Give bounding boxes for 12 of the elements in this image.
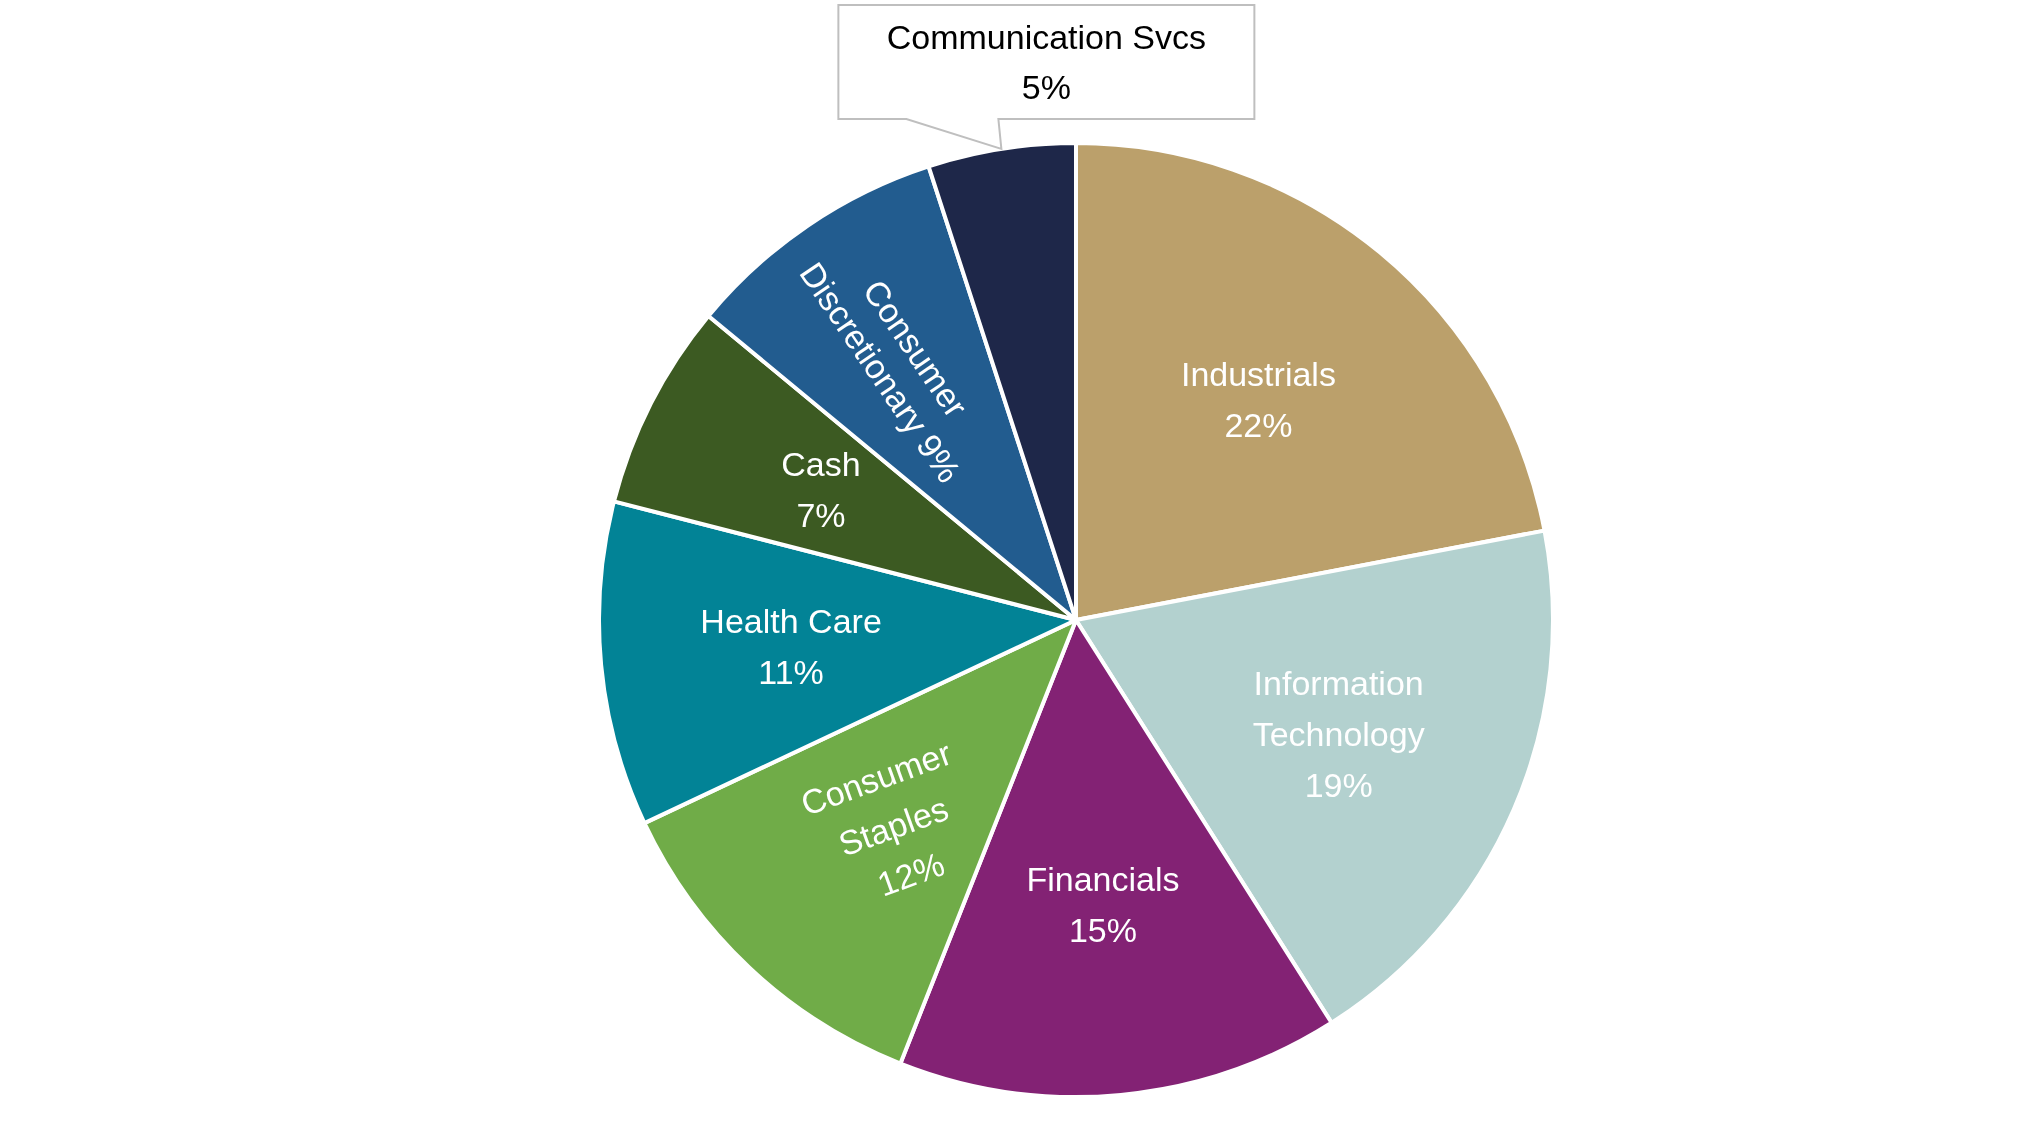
slice-label: Information Technology xyxy=(1252,663,1425,753)
slice-label: Cash xyxy=(781,445,861,484)
data-label: 5% xyxy=(1021,68,1071,106)
data-label: 15% xyxy=(1068,911,1137,950)
slice-label: Industrials xyxy=(1180,354,1336,393)
data-label: 22% xyxy=(1224,405,1293,444)
slice-label: Health Care xyxy=(700,602,882,641)
slice-label: Communication Svcs xyxy=(886,18,1207,56)
data-label: 7% xyxy=(796,496,846,535)
data-label: 11% xyxy=(758,653,824,692)
slice-label: Financials xyxy=(1026,860,1180,899)
data-label: 19% xyxy=(1304,765,1373,804)
